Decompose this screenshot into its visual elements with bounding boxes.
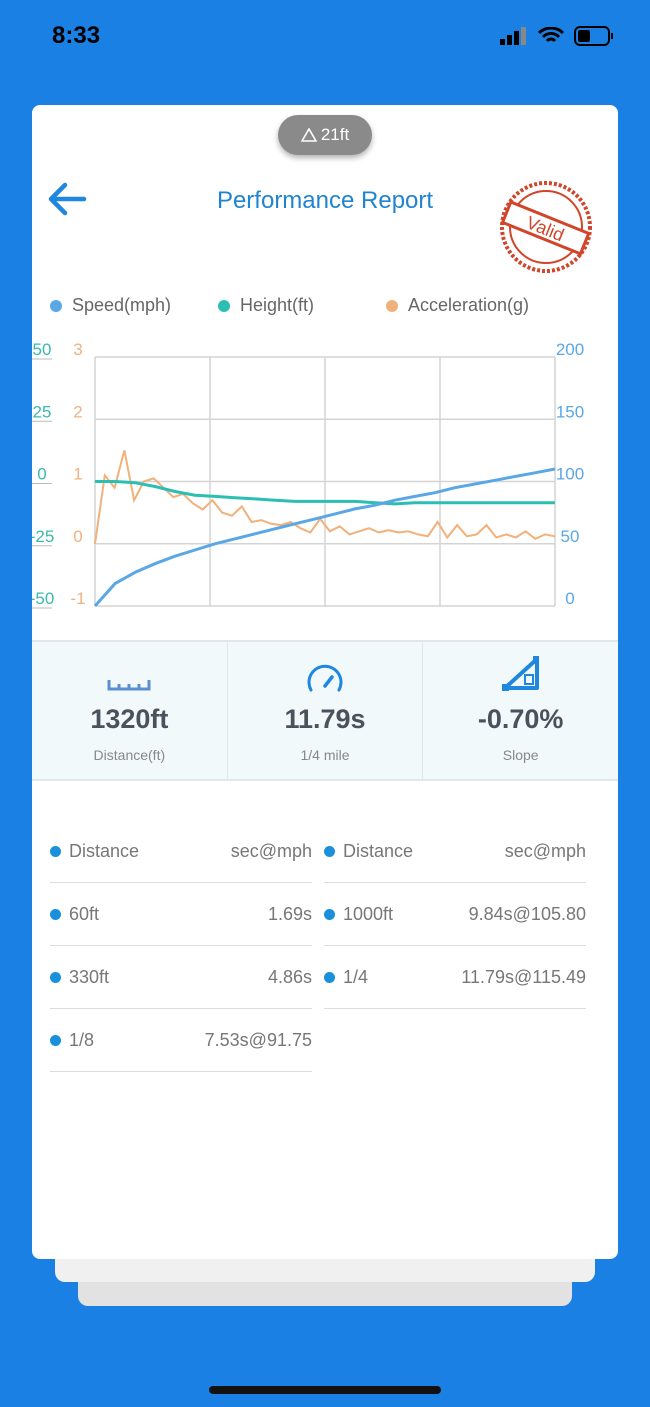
wifi-icon [538,27,564,43]
table-row: 1/8 7.53s@91.75 [50,1009,312,1072]
status-bar: 8:33 [0,0,650,70]
performance-chart: 50 3 200 25 2 150 0 1 100 -25 0 50 -50 -1 0 [32,340,584,609]
height-tick-label: 0 [37,465,46,484]
altitude-value: 21ft [320,125,350,144]
mountain-icon [300,128,317,142]
table-row: 60ft 1.69s [50,883,312,946]
status-time: 8:33 [52,22,101,49]
height-tick-label: -25 [32,527,54,546]
height-tick-label: 50 [33,340,52,359]
legend-speed: Speed(mph) [50,295,218,316]
stat-value: -0.70% [477,704,564,734]
report-card: 21ft Performance Report Valid Speed(mph)… [32,105,618,1259]
legend-height: Height(ft) [218,295,386,316]
battery-icon [574,26,613,46]
table-row: 1000ft 9.84s@105.80 [324,883,586,946]
chart-legend: Speed(mph) Height(ft) Acceleration(g) [50,295,529,316]
table-row: 330ft 4.86s [50,946,312,1009]
speed-tick-label: 150 [556,402,584,421]
height-tick-label: -50 [32,589,54,608]
stat-value: 11.79s [284,704,366,734]
stat-value: 1320ft [90,704,169,734]
speed-tick-label: 50 [561,527,580,546]
accel-tick-label: 1 [73,465,82,484]
series-line-acceleration [94,450,556,544]
page-title: Performance Report [216,187,434,214]
speed-tick-label: 100 [556,465,584,484]
signal-icon [500,27,526,45]
ruler-icon [107,680,151,691]
legend-acceleration: Acceleration(g) [386,295,529,316]
accel-tick-label: 0 [73,527,82,546]
stat-label: Slope [502,747,539,763]
speed-tick-label: 0 [565,589,574,608]
stat-label: 1/4 mile [300,747,350,763]
stats-panel: 1320ft Distance(ft) 11.79s 1/4 mile -0.7… [32,640,618,781]
table-header-right: Distance sec@mph [324,820,586,883]
back-arrow-icon[interactable] [46,181,88,217]
series-line-speed [93,467,556,607]
stat-distance: 1320ft Distance(ft) [32,642,228,779]
valid-stamp-icon: Valid [500,181,592,273]
altitude-badge: 21ft [278,115,372,155]
height-tick-label: 25 [33,402,52,421]
table-header-left: Distance sec@mph [50,820,312,883]
accel-tick-label: 2 [73,402,82,421]
stat-label: Distance(ft) [93,747,166,763]
speedometer-icon [307,664,343,692]
table-row: 1/4 11.79s@115.49 [324,946,586,1009]
accel-tick-label: -1 [70,589,85,608]
series-line-height [95,480,555,506]
stat-slope: -0.70% Slope [423,642,618,779]
home-indicator[interactable] [209,1386,441,1394]
accel-tick-label: 3 [73,340,82,359]
stat-time: 11.79s 1/4 mile [228,642,424,779]
speed-tick-label: 200 [556,340,584,359]
slope-icon [501,656,539,691]
